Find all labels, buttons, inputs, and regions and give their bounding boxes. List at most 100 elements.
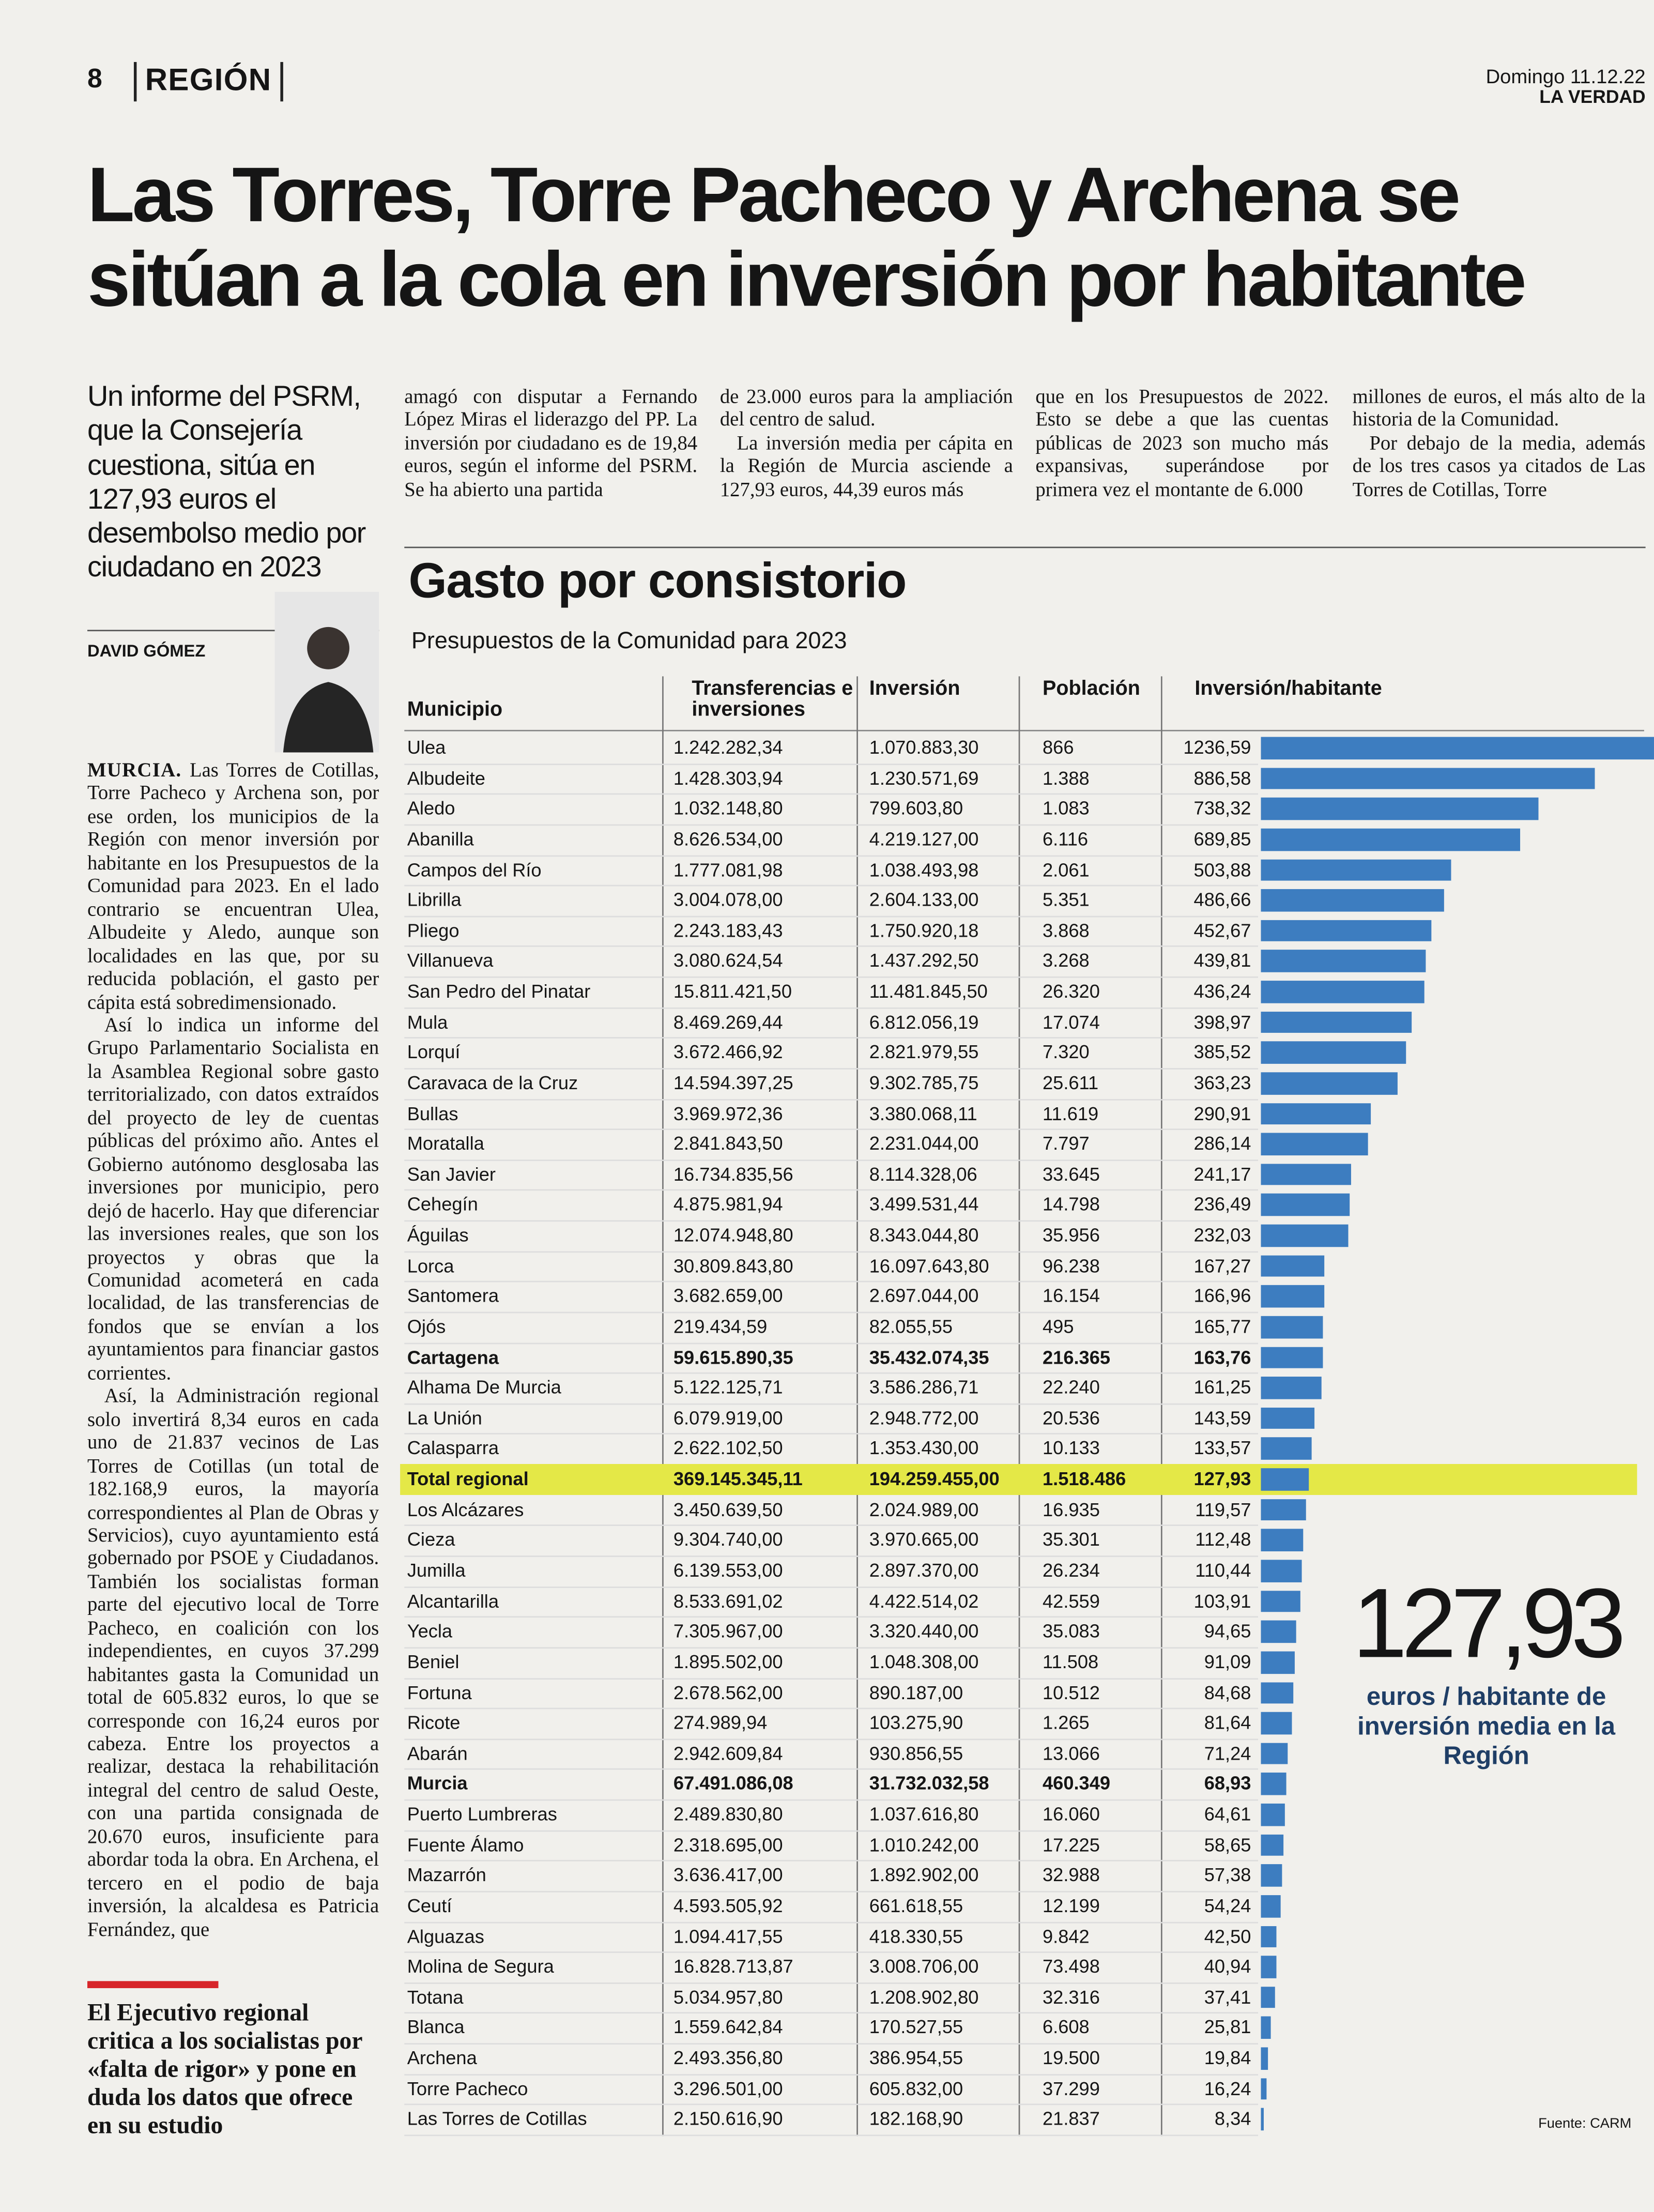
article-column: que en los Presupuestos de 2022. Esto se… bbox=[1035, 386, 1328, 502]
table-cell: 6.608 bbox=[1043, 2017, 1090, 2038]
row-rule bbox=[404, 1342, 1259, 1344]
table-cell: 82.055,55 bbox=[869, 1316, 953, 1337]
bar bbox=[1261, 1224, 1349, 1247]
paragraph: La inversión media per cápita en la Regi… bbox=[719, 432, 1013, 501]
table-cell: 3.004.078,00 bbox=[673, 889, 783, 911]
table-cell: 21.837 bbox=[1043, 2108, 1100, 2130]
row-rule bbox=[404, 1616, 1259, 1618]
table-cell: 5.351 bbox=[1043, 889, 1090, 911]
table-cell: Blanca bbox=[407, 2017, 465, 2038]
table-cell: 68,93 bbox=[1204, 1773, 1251, 1794]
table-cell: 2.231.044,00 bbox=[869, 1133, 979, 1154]
table-cell: 2.489.830,80 bbox=[673, 1804, 783, 1825]
article-left-column: MURCIA. Las Torres de Cotillas, Torre Pa… bbox=[87, 759, 379, 1942]
row-rule bbox=[404, 1220, 1259, 1222]
bar bbox=[1261, 859, 1451, 881]
bar bbox=[1261, 798, 1539, 820]
article-column: millones de euros, el más alto de la his… bbox=[1353, 386, 1646, 502]
paper: LA VERDAD bbox=[1539, 86, 1646, 108]
table-cell: 3.969.972,36 bbox=[673, 1102, 783, 1124]
table-cell: Librilla bbox=[407, 889, 462, 911]
paragraph: millones de euros, el más alto de la his… bbox=[1352, 386, 1646, 432]
table-cell: 19,84 bbox=[1204, 2047, 1251, 2069]
table-cell: 16.060 bbox=[1043, 1804, 1100, 1825]
table-cell: 16.828.713,87 bbox=[673, 1956, 793, 1977]
table-cell: 890.187,00 bbox=[869, 1682, 963, 1703]
table-cell: Lorca bbox=[407, 1255, 454, 1276]
column-rule bbox=[662, 676, 664, 2137]
table-cell: 170.527,55 bbox=[869, 2017, 963, 2038]
bar bbox=[1261, 1682, 1293, 1704]
table-cell: 3.636.417,00 bbox=[673, 1864, 783, 1886]
table-cell: 286,14 bbox=[1193, 1133, 1251, 1154]
row-rule bbox=[404, 1525, 1259, 1527]
row-rule bbox=[404, 855, 1259, 856]
table-cell: 17.074 bbox=[1043, 1011, 1100, 1033]
table-cell: 7.320 bbox=[1043, 1042, 1090, 1063]
table-cell: 385,52 bbox=[1193, 1042, 1251, 1063]
column-header: Municipio bbox=[407, 698, 503, 722]
table-cell: 232,03 bbox=[1193, 1224, 1251, 1246]
row-rule bbox=[404, 885, 1259, 887]
table-cell: 32.316 bbox=[1043, 1986, 1100, 2008]
table-cell: Fortuna bbox=[407, 1682, 472, 1703]
table-cell: 71,24 bbox=[1204, 1743, 1251, 1764]
table-cell: 25.611 bbox=[1043, 1072, 1099, 1093]
table-cell: San Pedro del Pinatar bbox=[407, 981, 591, 1002]
row-rule bbox=[404, 1098, 1259, 1100]
row-rule bbox=[404, 1890, 1259, 1893]
paragraph-text: Así lo indica un informe del Grupo Parla… bbox=[87, 1014, 379, 1385]
row-rule bbox=[404, 824, 1259, 826]
section: REGIÓN bbox=[133, 62, 283, 102]
bar bbox=[1261, 920, 1431, 942]
bar bbox=[1261, 1773, 1287, 1795]
table-cell: 81,64 bbox=[1204, 1712, 1251, 1734]
table-cell: 59.615.890,35 bbox=[673, 1346, 793, 1368]
table-cell: Ceutí bbox=[407, 1895, 452, 1916]
table-cell: Villanueva bbox=[407, 950, 494, 972]
bar bbox=[1261, 828, 1521, 850]
table-cell: 94,65 bbox=[1204, 1621, 1251, 1642]
table-cell: 4.875.981,94 bbox=[673, 1194, 783, 1215]
row-rule bbox=[404, 946, 1259, 948]
column-rule bbox=[1018, 676, 1020, 2137]
bar bbox=[1261, 1804, 1285, 1826]
paragraph: MURCIA. Las Torres de Cotillas, Torre Pa… bbox=[87, 759, 379, 1014]
table-cell: 57,38 bbox=[1204, 1864, 1251, 1886]
table-cell: 2.897.370,00 bbox=[869, 1560, 979, 1581]
table-cell: Cartagena bbox=[407, 1346, 499, 1368]
row-rule bbox=[404, 1677, 1259, 1679]
table-cell: 8.533.691,02 bbox=[673, 1590, 783, 1612]
row-rule bbox=[404, 1006, 1259, 1009]
table-cell: 3.970.665,00 bbox=[869, 1529, 979, 1551]
table-cell: 6.116 bbox=[1043, 828, 1089, 850]
table-cell: 1.010.242,00 bbox=[869, 1834, 979, 1855]
row-rule bbox=[404, 1433, 1259, 1436]
table-cell: 1.559.642,84 bbox=[673, 2017, 783, 2038]
table-cell: Yecla bbox=[407, 1621, 453, 1642]
table-cell: 194.259.455,00 bbox=[869, 1468, 1000, 1490]
table-cell: 1236,59 bbox=[1183, 737, 1251, 758]
column-rule bbox=[856, 676, 858, 2137]
table-cell: 2.150.616,90 bbox=[673, 2108, 783, 2130]
table-cell: 1.518.486 bbox=[1043, 1468, 1126, 1490]
table-cell: 1.777.081,98 bbox=[673, 859, 783, 880]
table-cell: 35.432.074,35 bbox=[869, 1346, 989, 1368]
table-cell: 13.066 bbox=[1043, 1743, 1100, 1764]
table-cell: 6.812.056,19 bbox=[869, 1011, 979, 1033]
bar bbox=[1261, 1712, 1292, 1734]
table-cell: 16,24 bbox=[1204, 2078, 1251, 2099]
table-cell: 2.697.044,00 bbox=[869, 1285, 979, 1307]
table-cell: 1.437.292,50 bbox=[869, 950, 979, 972]
graphic-title: Gasto por consistorio bbox=[408, 554, 907, 609]
table-cell: 241,17 bbox=[1193, 1163, 1251, 1185]
table-cell: Jumilla bbox=[407, 1560, 466, 1581]
table-cell: 161,25 bbox=[1193, 1377, 1251, 1398]
highlight-band bbox=[400, 1464, 1637, 1495]
table-cell: 133,57 bbox=[1193, 1438, 1251, 1459]
table-cell: 143,59 bbox=[1193, 1407, 1251, 1429]
column-header: Transferencias e inversiones bbox=[692, 678, 853, 722]
table-cell: 886,58 bbox=[1193, 767, 1251, 789]
table-cell: Puerto Lumbreras bbox=[407, 1804, 557, 1825]
